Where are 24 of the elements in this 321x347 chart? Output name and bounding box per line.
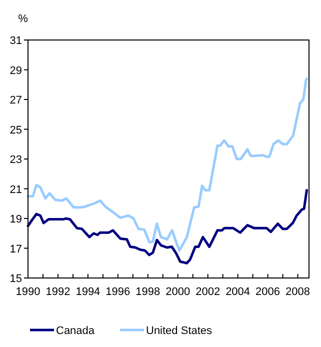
y-tick-label: 21 (10, 184, 22, 196)
x-tick-label: 1994 (76, 286, 100, 298)
x-tick-label: 1998 (136, 286, 160, 298)
x-tick-label: 2002 (196, 286, 220, 298)
x-tick-label: 2000 (166, 286, 190, 298)
legend-label: Canada (56, 325, 96, 337)
line-series (26, 188, 308, 264)
line-series (26, 77, 308, 252)
y-tick-label: 29 (10, 64, 22, 77)
y-tick-label: 17 (10, 243, 22, 256)
x-tick-label: 1990 (16, 286, 40, 298)
y-tick-label: 15 (10, 273, 22, 285)
y-tick-label: 25 (10, 124, 22, 136)
x-tick-label: 2006 (256, 286, 280, 298)
y-tick-label: 19 (10, 214, 22, 226)
y-tick-label: 31 (10, 35, 22, 47)
x-tick-label: 2008 (286, 286, 310, 298)
x-tick-label: 1996 (106, 286, 130, 298)
x-tick-label: 2004 (226, 286, 250, 298)
y-axis-title: % (18, 13, 28, 25)
y-tick-label: 27 (10, 94, 22, 106)
x-tick-label: 1992 (46, 286, 70, 298)
y-tick-label: 23 (10, 154, 22, 166)
legend-label: United States (146, 325, 213, 337)
